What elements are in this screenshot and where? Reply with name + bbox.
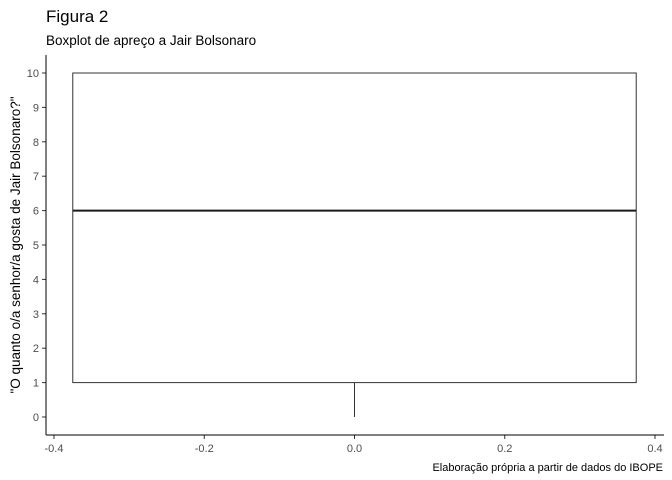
y-tick-label: 10 <box>27 68 39 80</box>
x-tick-label: 0.0 <box>347 443 362 455</box>
y-tick-label: 5 <box>33 240 39 252</box>
y-axis-title: "O quanto o/a senhor/a gosta de Jair Bol… <box>8 96 23 393</box>
y-axis-ticks: 0 1 2 3 4 5 6 7 8 9 10 <box>27 68 46 424</box>
chart-title: Figura 2 <box>46 7 108 26</box>
x-tick-label: 0.4 <box>647 443 662 455</box>
interquartile-box <box>72 72 637 384</box>
y-tick-label: 8 <box>33 137 39 149</box>
y-tick-label: 7 <box>33 171 39 183</box>
chart-subtitle: Boxplot de apreço a Jair Bolsonaro <box>46 33 256 48</box>
x-axis-ticks: -0.4 -0.2 0.0 0.2 0.4 <box>45 435 663 455</box>
y-tick-label: 6 <box>33 206 39 218</box>
boxplot <box>72 72 637 417</box>
y-tick-label: 0 <box>33 412 39 424</box>
y-tick-label: 3 <box>33 309 39 321</box>
y-tick-label: 4 <box>33 274 39 286</box>
chart-caption: Elaboração própria a partir de dados do … <box>432 462 663 474</box>
x-tick-label: -0.4 <box>45 443 64 455</box>
x-tick-label: -0.2 <box>195 443 214 455</box>
y-tick-label: 1 <box>33 378 39 390</box>
y-tick-label: 2 <box>33 343 39 355</box>
x-tick-label: 0.2 <box>497 443 512 455</box>
y-tick-label: 9 <box>33 102 39 114</box>
